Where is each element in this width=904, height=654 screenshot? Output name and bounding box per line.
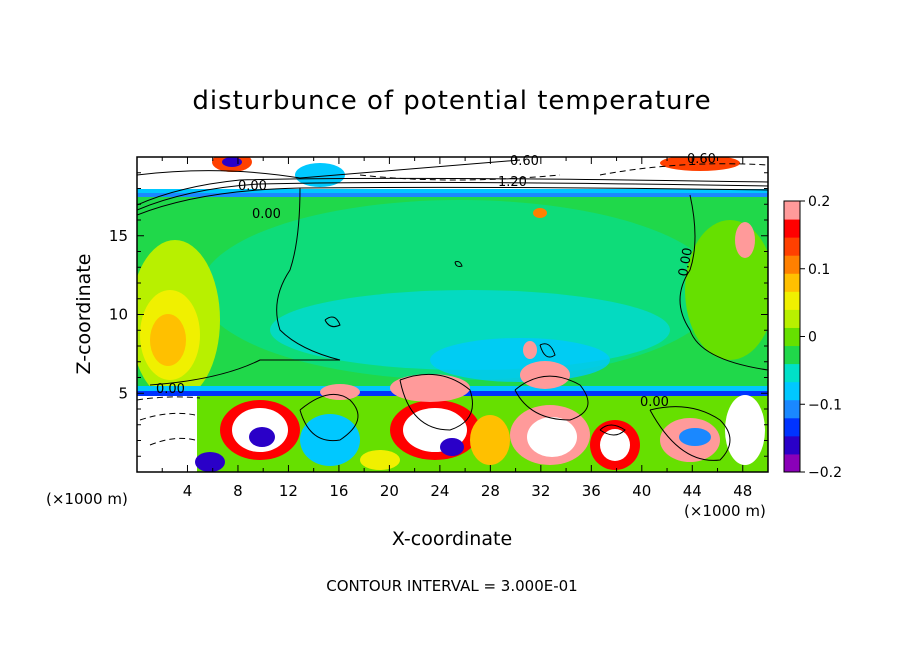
- colorbar-tick-label: 0.2: [808, 194, 830, 210]
- x-tick-label: 24: [430, 482, 449, 500]
- colorbar-tick-label: 0.1: [808, 262, 830, 278]
- colorbar-segment: [784, 237, 800, 256]
- x-tick-label: 44: [683, 482, 702, 500]
- colorbar-segment: [784, 399, 800, 419]
- contour-label: 0.00: [238, 179, 267, 194]
- x-unit-label-left: (×1000 m): [46, 490, 128, 508]
- x-tick-label: 4: [183, 482, 193, 500]
- x-tick-label: 28: [481, 482, 500, 500]
- x-tick-label: 12: [279, 482, 298, 500]
- chart-title: disturbunce of potential temperature: [192, 86, 712, 116]
- colorbar-tick-label: 0: [808, 330, 817, 346]
- contour-lines: [137, 159, 768, 461]
- x-tick-label: 16: [329, 482, 348, 500]
- x-tick-label: 48: [733, 482, 752, 500]
- y-tick-label: 15: [109, 227, 128, 245]
- contour-interval-note: CONTOUR INTERVAL = 3.000E-01: [326, 577, 578, 595]
- colorbar-segment: [784, 417, 800, 437]
- x-tick-label: 32: [531, 482, 550, 500]
- contour-label: 0.00: [156, 382, 185, 397]
- heatmap-field: [137, 157, 768, 472]
- x-tick-label: 40: [632, 482, 651, 500]
- x-tick-label: 36: [582, 482, 601, 500]
- contour-label: 0.00: [640, 395, 669, 410]
- colorbar-segment: [784, 273, 800, 292]
- colorbar-segment: [784, 201, 800, 220]
- contour-label: 0.00: [676, 247, 696, 278]
- colorbar-segment: [784, 363, 800, 383]
- x-unit-label-right: (×1000 m): [684, 502, 766, 520]
- colorbar-segment: [784, 435, 800, 455]
- y-axis-label: Z-coordinate: [73, 253, 95, 375]
- colorbar-segment: [784, 309, 800, 328]
- contour-label: 0.00: [252, 207, 281, 222]
- colorbar-segment: [784, 327, 800, 347]
- contour-label: 0.60: [687, 152, 716, 167]
- colorbar-tick-label: −0.2: [808, 465, 842, 481]
- colorbar: 0.2 0.1 0 −0.1 −0.2: [783, 194, 842, 481]
- x-tick-label: 20: [380, 482, 399, 500]
- colorbar-segment: [784, 345, 800, 365]
- colorbar-segment: [784, 381, 800, 401]
- contour-label: 1.20: [498, 175, 527, 190]
- y-axis: 5 10 15: [109, 172, 768, 457]
- x-axis: 4 8 12 16 20 24 28 32 36 40 44 48: [161, 157, 769, 500]
- colorbar-segment: [784, 291, 800, 310]
- x-axis-label: X-coordinate: [391, 528, 513, 550]
- x-tick-label: 8: [233, 482, 243, 500]
- colorbar-segment: [784, 219, 800, 238]
- y-tick-label: 5: [118, 384, 128, 402]
- colorbar-segment: [784, 453, 800, 473]
- colorbar-segment: [784, 255, 800, 274]
- y-tick-label: 10: [109, 306, 128, 324]
- colorbar-tick-label: −0.1: [808, 397, 842, 413]
